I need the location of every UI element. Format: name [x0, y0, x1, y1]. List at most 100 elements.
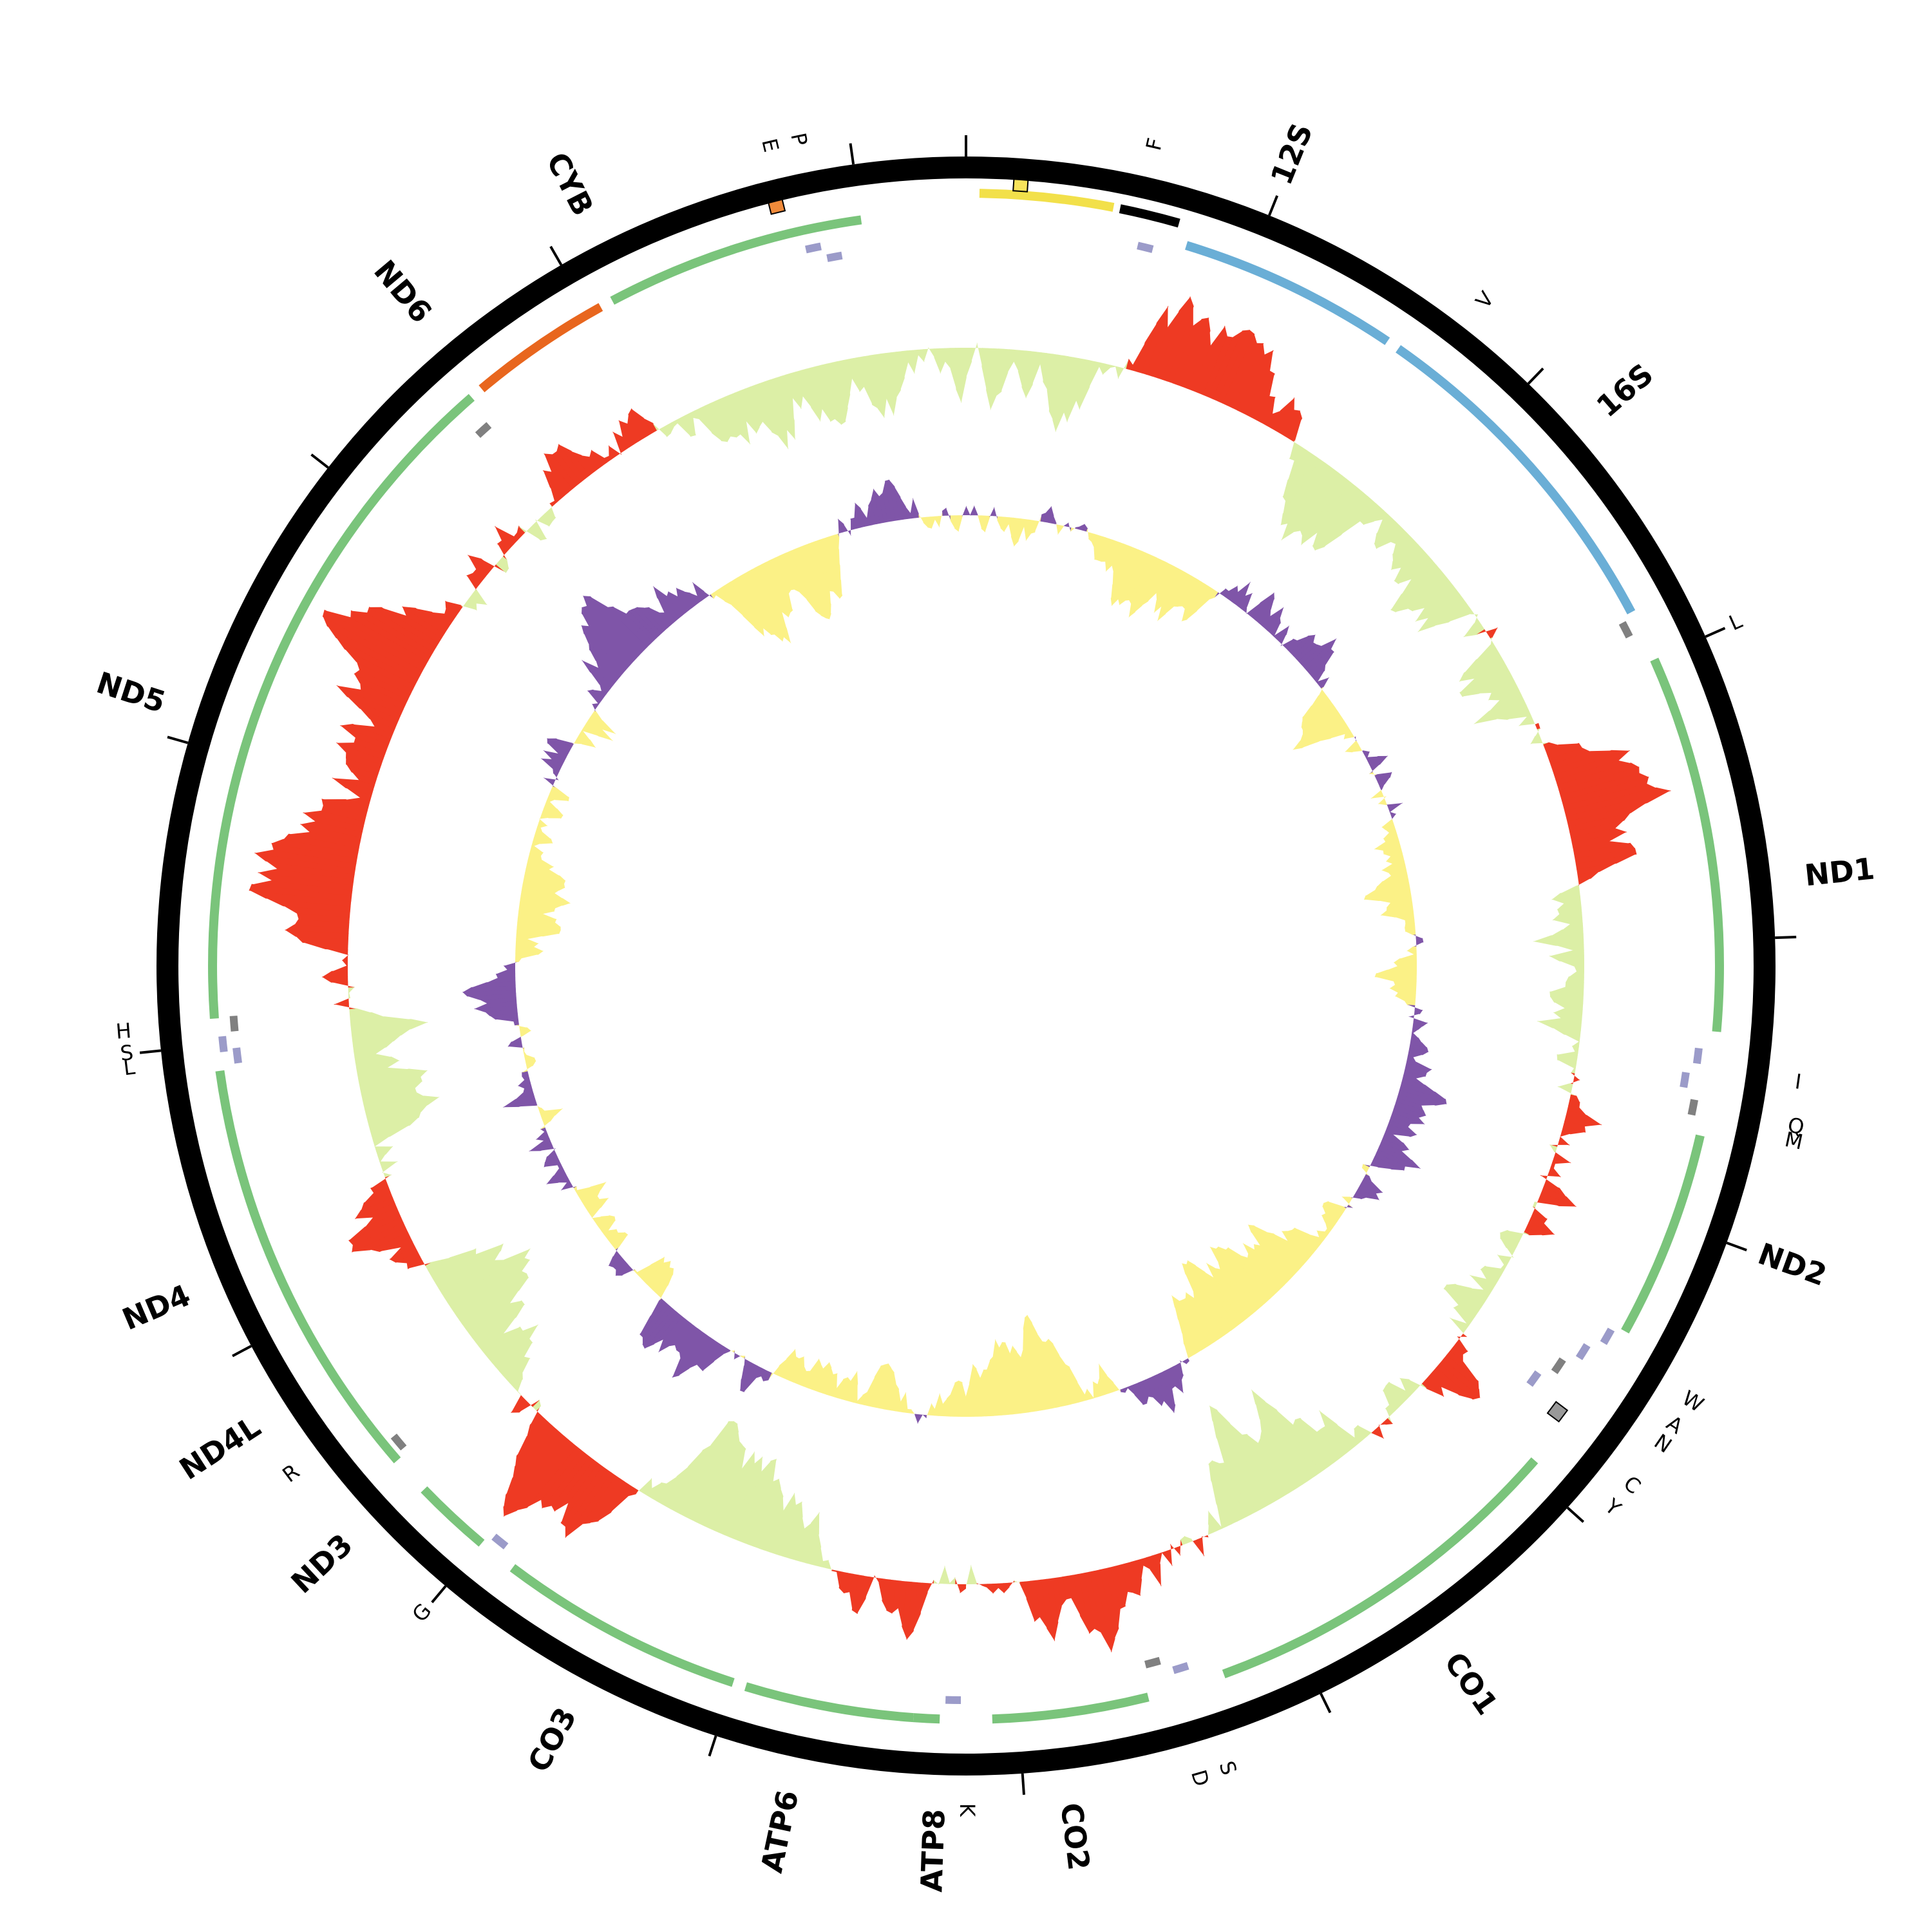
outer-skew-segment — [1439, 1359, 1481, 1398]
outer-skew-segment — [976, 1583, 983, 1586]
outer-skew-segment — [1209, 1405, 1266, 1510]
inner-skew-segment — [740, 1361, 755, 1391]
outer-skew-segment — [635, 1478, 652, 1494]
trna-mark — [390, 1434, 407, 1451]
outer-skew-segment — [1258, 1437, 1294, 1493]
outer-skew-segment — [1456, 1336, 1468, 1352]
outer-skew-segment — [1146, 305, 1168, 377]
outer-skew-segment — [1229, 1423, 1280, 1502]
outer-skew-segment — [1518, 719, 1539, 726]
inner-skew-segment — [1153, 567, 1182, 613]
outer-skew-segment — [589, 450, 603, 469]
inner-skew-segment — [471, 981, 516, 988]
outer-skew-segment — [488, 1324, 539, 1364]
gene-label: ND6 — [367, 254, 439, 330]
outer-skew-segment — [1280, 410, 1301, 437]
outer-skew-segment — [1208, 330, 1243, 399]
outer-skew-segment — [1025, 1580, 1035, 1622]
outer-skew-segment — [444, 1248, 531, 1303]
outer-skew-segment — [1184, 1536, 1193, 1544]
inner-skew-segment — [1368, 764, 1380, 775]
outer-skew-segment — [1281, 469, 1339, 541]
outer-skew-segment — [1542, 1182, 1567, 1197]
outer-skew-segment — [271, 838, 359, 859]
outer-skew-segment — [361, 1081, 422, 1100]
inner-skew-segment — [995, 1339, 1005, 1416]
inner-skew-segment — [542, 1115, 555, 1124]
outer-skew-segment — [365, 1095, 440, 1116]
outer-skew-segment — [1490, 637, 1493, 645]
outer-skew-segment — [1358, 1425, 1372, 1437]
inner-skew-segment — [540, 1127, 547, 1132]
outer-skew-segment — [1434, 602, 1470, 626]
inner-skew-segment — [633, 607, 662, 637]
outer-skew-segment — [1571, 1045, 1579, 1053]
inner-skew-segment — [1405, 931, 1416, 936]
outer-skew-segment — [517, 1390, 522, 1396]
inner-skew-segment — [581, 1189, 601, 1205]
inner-skew-segment — [1163, 1369, 1176, 1389]
outer-skew-segment — [465, 1290, 519, 1334]
inner-skew-segment — [533, 833, 553, 844]
inner-skew-segment — [1171, 1295, 1205, 1351]
inner-skew-segment — [1276, 625, 1289, 642]
inner-skew-segment — [1005, 1342, 1018, 1415]
trna-mark — [229, 1016, 239, 1032]
inner-skew-segment — [1359, 1181, 1383, 1194]
inner-skew-segment — [536, 826, 543, 833]
inner-skew-segment — [1094, 535, 1103, 560]
outer-skew-segment — [336, 685, 404, 715]
inner-skew-segment — [1316, 677, 1330, 686]
outer-skew-segment — [1548, 748, 1591, 766]
inner-skew-segment — [533, 837, 553, 844]
outer-skew-segment — [1104, 1567, 1121, 1629]
outer-skew-segment — [630, 408, 653, 437]
outer-skew-segment — [1408, 1379, 1427, 1389]
inner-skew-segment — [739, 1363, 758, 1392]
outer-skew-segment — [1385, 1408, 1393, 1425]
inner-skew-segment — [683, 591, 699, 606]
inner-skew-segment — [1354, 736, 1357, 742]
outer-skew-segment — [1146, 1555, 1162, 1587]
inner-skew-segment — [542, 808, 564, 819]
outer-skew-segment — [554, 1459, 598, 1511]
inner-skew-segment — [843, 524, 851, 536]
inner-skew-segment — [702, 1343, 724, 1371]
inner-skew-segment — [545, 800, 558, 810]
outer-skew-segment — [1141, 305, 1169, 375]
inner-skew-segment — [1157, 571, 1189, 621]
outer-skew-segment — [552, 451, 582, 486]
trna-label: F — [1141, 136, 1168, 153]
inner-skew-segment — [467, 993, 516, 1000]
tick-mark — [232, 1345, 252, 1358]
outer-skew-segment — [251, 880, 353, 896]
outer-skew-segment — [1557, 1086, 1577, 1097]
inner-skew-segment — [679, 1335, 711, 1376]
inner-skew-segment — [503, 961, 519, 966]
trna-mark — [1526, 1370, 1542, 1387]
inner-skew-segment — [516, 926, 561, 934]
inner-skew-segment — [522, 1070, 529, 1077]
inner-skew-segment — [547, 1148, 556, 1157]
inner-skew-segment — [1258, 609, 1271, 627]
inner-skew-segment — [1112, 542, 1124, 573]
inner-skew-segment — [544, 1156, 560, 1168]
inner-skew-segment — [518, 911, 557, 920]
outer-skew-segment — [1507, 1230, 1530, 1238]
inner-skew-segment — [980, 1369, 986, 1417]
outer-skew-segment — [608, 445, 622, 457]
gene-label: ND2 — [1754, 1236, 1832, 1293]
outer-skew-segment — [1552, 750, 1631, 776]
inner-skew-segment — [1088, 533, 1095, 542]
outer-skew-segment — [1156, 1552, 1162, 1565]
outer-skew-segment — [764, 379, 788, 450]
outer-skew-segment — [1188, 330, 1211, 392]
inner-skew-segment — [866, 506, 873, 526]
inner-skew-segment — [517, 914, 557, 923]
inner-skew-segment — [855, 502, 866, 528]
inner-skew-segment — [690, 592, 701, 604]
inner-skew-segment — [1389, 1116, 1411, 1128]
inner-skew-segment — [1376, 969, 1417, 974]
inner-skew-segment — [830, 535, 840, 566]
outer-skew-segment — [1318, 1410, 1356, 1450]
